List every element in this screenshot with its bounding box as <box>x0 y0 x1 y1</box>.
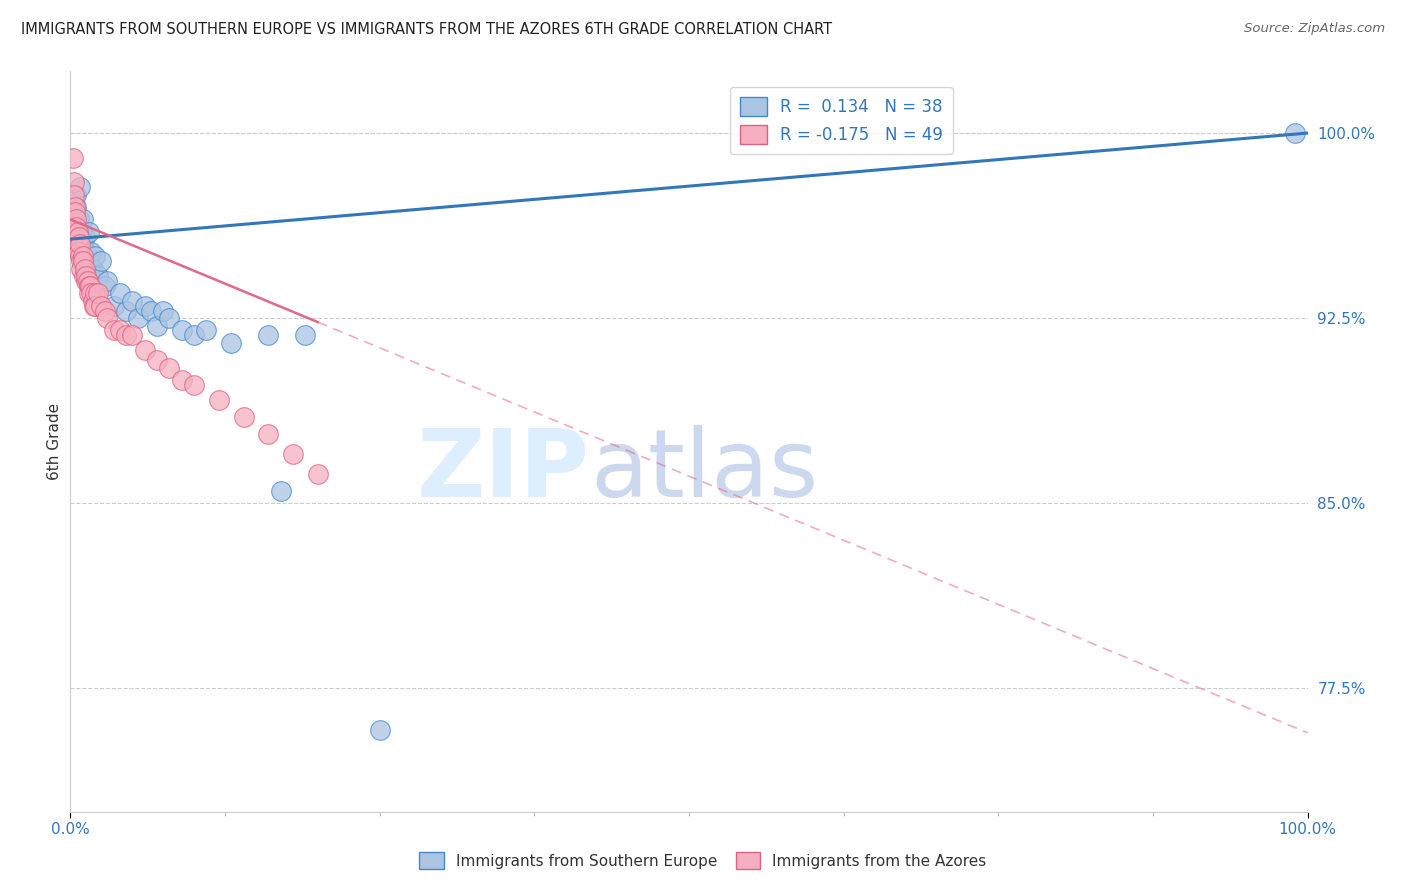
Point <box>73 269 96 284</box>
Point <box>281 447 304 461</box>
Text: ZIP: ZIP <box>418 425 591 517</box>
Point <box>96 274 118 288</box>
Point <box>62 151 84 165</box>
Legend: Immigrants from Southern Europe, Immigrants from the Azores: Immigrants from Southern Europe, Immigra… <box>413 846 993 875</box>
Point <box>183 377 205 392</box>
Point <box>70 261 93 276</box>
Point <box>67 244 90 259</box>
Point <box>86 286 108 301</box>
Point <box>115 328 138 343</box>
Point <box>69 249 91 263</box>
Legend: R =  0.134   N = 38, R = -0.175   N = 49: R = 0.134 N = 38, R = -0.175 N = 49 <box>730 87 953 154</box>
Point <box>75 269 97 284</box>
Point <box>75 244 97 259</box>
Point <box>232 409 254 424</box>
Point <box>90 299 112 313</box>
Point <box>82 293 104 308</box>
Point <box>77 254 100 268</box>
Point <box>108 323 131 337</box>
Point <box>69 237 91 252</box>
Point <box>94 303 117 318</box>
Point <box>65 205 87 219</box>
Point <box>66 225 89 239</box>
Point <box>77 286 100 301</box>
Text: IMMIGRANTS FROM SOUTHERN EUROPE VS IMMIGRANTS FROM THE AZORES 6TH GRADE CORRELAT: IMMIGRANTS FROM SOUTHERN EUROPE VS IMMIG… <box>21 22 832 37</box>
Point <box>121 293 143 308</box>
Point <box>219 335 242 350</box>
Point <box>72 249 94 263</box>
Point <box>257 427 280 442</box>
Point <box>84 286 107 301</box>
Point <box>65 212 87 227</box>
Point <box>66 237 89 252</box>
Point <box>103 299 125 313</box>
Point <box>139 303 162 318</box>
Point <box>67 229 90 244</box>
Point <box>84 299 107 313</box>
Point <box>257 328 280 343</box>
Point <box>208 392 231 407</box>
Text: atlas: atlas <box>591 425 818 517</box>
Point <box>75 274 97 288</box>
Point <box>84 249 107 263</box>
Point <box>86 269 108 284</box>
Point <box>77 225 100 239</box>
Point <box>270 483 292 498</box>
Point <box>108 286 131 301</box>
Point <box>80 286 103 301</box>
Point <box>170 323 193 337</box>
Point <box>65 219 87 234</box>
Point <box>65 187 87 202</box>
Point <box>1284 126 1306 140</box>
Point <box>103 323 125 337</box>
Point <box>294 328 316 343</box>
Point <box>170 373 193 387</box>
Point <box>79 279 101 293</box>
Point <box>121 328 143 343</box>
Point <box>69 180 91 194</box>
Point <box>72 237 94 252</box>
Point <box>152 303 174 318</box>
Point <box>134 299 156 313</box>
Point <box>75 229 97 244</box>
Point <box>79 261 101 276</box>
Point <box>75 261 97 276</box>
Point <box>90 254 112 268</box>
Point <box>307 467 329 481</box>
Y-axis label: 6th Grade: 6th Grade <box>46 403 62 480</box>
Point <box>94 279 117 293</box>
Point <box>76 274 98 288</box>
Point <box>80 244 103 259</box>
Point <box>96 311 118 326</box>
Point <box>70 254 93 268</box>
Point <box>70 225 93 239</box>
Point <box>65 200 87 214</box>
Point <box>63 187 86 202</box>
Point <box>146 353 169 368</box>
Point <box>65 200 87 214</box>
Point <box>368 723 391 738</box>
Point <box>134 343 156 358</box>
Point <box>146 318 169 333</box>
Point <box>72 212 94 227</box>
Point <box>183 328 205 343</box>
Point <box>195 323 218 337</box>
Point <box>82 261 104 276</box>
Point <box>157 311 180 326</box>
Point <box>67 212 90 227</box>
Point <box>63 175 86 189</box>
Point <box>72 254 94 268</box>
Point <box>77 279 100 293</box>
Point <box>66 229 89 244</box>
Text: Source: ZipAtlas.com: Source: ZipAtlas.com <box>1244 22 1385 36</box>
Point <box>157 360 180 375</box>
Point <box>83 299 105 313</box>
Point <box>115 303 138 318</box>
Point <box>127 311 149 326</box>
